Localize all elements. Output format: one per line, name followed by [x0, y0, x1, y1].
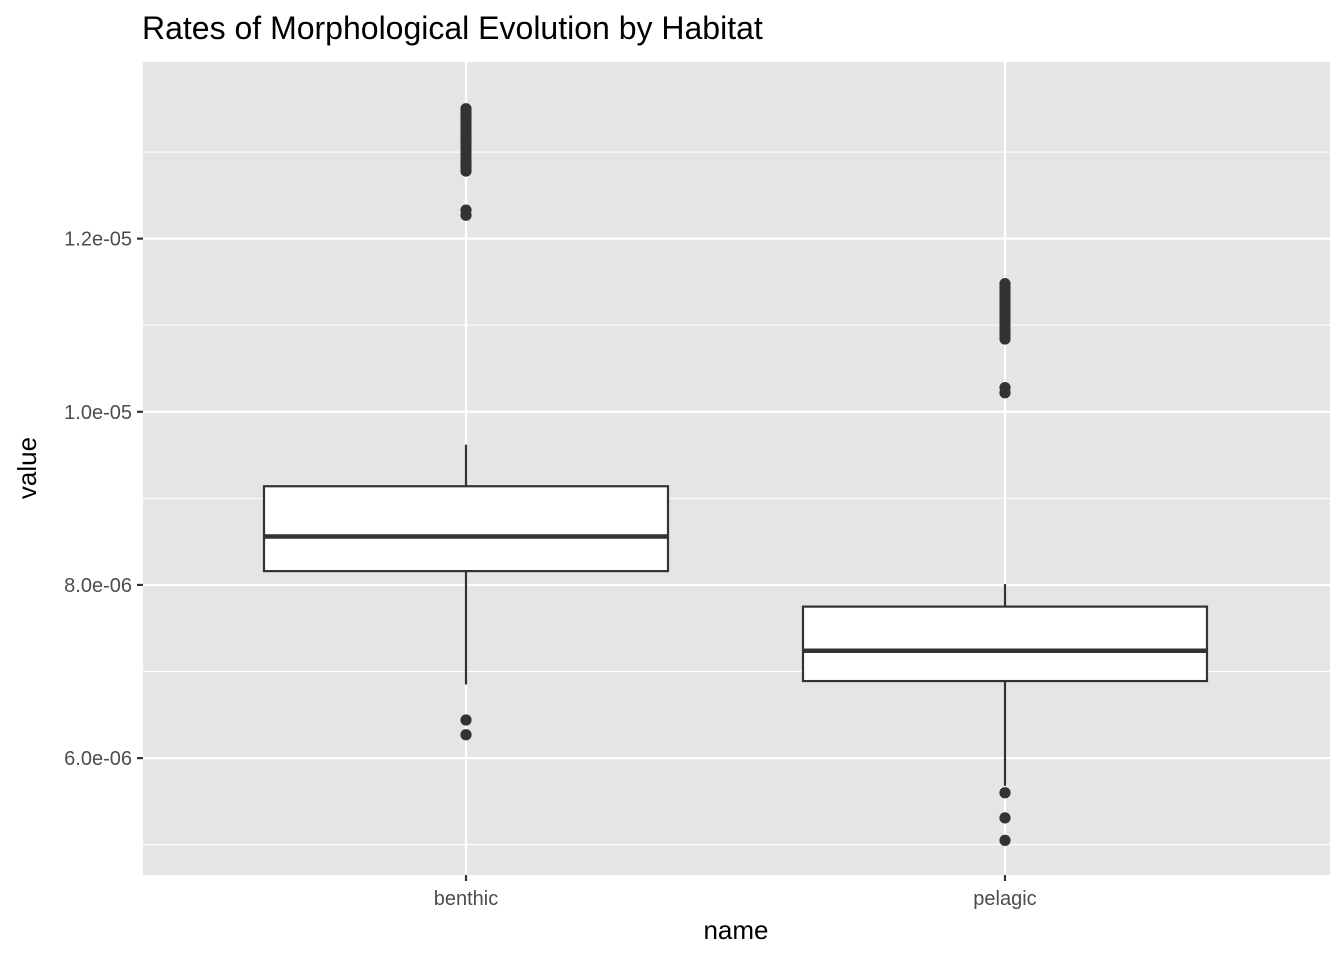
box-layer: [262, 103, 1209, 846]
box-benthic: [262, 103, 670, 741]
chart-title: Rates of Morphological Evolution by Habi…: [142, 10, 763, 46]
outlier-point: [999, 278, 1011, 290]
y-tick-label: 1.2e-05: [64, 229, 132, 251]
outlier-point: [460, 714, 472, 726]
outlier-point: [460, 729, 472, 741]
box-rect: [262, 485, 670, 573]
box-pelagic: [801, 278, 1209, 846]
y-tick-label: 8.0e-06: [64, 575, 132, 597]
y-axis: 6.0e-06 8.0e-06 1.0e-05 1.2e-05: [64, 229, 143, 770]
x-axis: benthic pelagic: [434, 875, 1037, 910]
y-axis-title: value: [12, 437, 42, 499]
box-rect: [801, 605, 1209, 683]
outlier-point: [999, 834, 1011, 846]
x-axis-title: name: [703, 915, 768, 945]
plot-panel: [143, 62, 1330, 875]
y-tick-label: 1.0e-05: [64, 402, 132, 424]
outlier-point: [460, 204, 472, 216]
outlier-point: [999, 381, 1011, 394]
outlier-point: [999, 812, 1011, 824]
outlier-point: [999, 787, 1011, 799]
x-tick-label-pelagic: pelagic: [973, 888, 1036, 910]
x-tick-label-benthic: benthic: [434, 888, 499, 910]
y-tick-label: 6.0e-06: [64, 748, 132, 770]
outlier-point: [460, 103, 472, 115]
